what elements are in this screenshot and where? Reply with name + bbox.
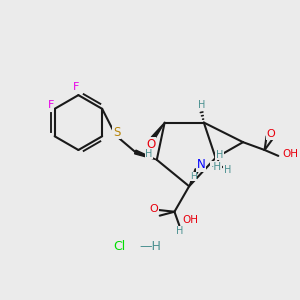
Text: OH: OH xyxy=(182,214,198,225)
Text: H: H xyxy=(176,226,183,236)
Text: H: H xyxy=(145,149,153,159)
Text: ·H: ·H xyxy=(211,162,222,172)
Polygon shape xyxy=(151,123,165,140)
Text: O: O xyxy=(149,204,158,214)
Text: N: N xyxy=(196,158,205,171)
Text: H: H xyxy=(198,100,206,110)
Polygon shape xyxy=(189,169,199,186)
Text: S: S xyxy=(113,126,120,139)
Text: Cl: Cl xyxy=(113,239,126,253)
Text: H: H xyxy=(224,165,231,175)
Text: F: F xyxy=(47,100,54,110)
Text: H: H xyxy=(216,150,223,160)
Text: O: O xyxy=(266,129,275,139)
Text: —H: —H xyxy=(139,239,161,253)
Text: OH: OH xyxy=(282,149,298,159)
Polygon shape xyxy=(135,150,157,160)
Text: F: F xyxy=(73,82,80,92)
Text: H: H xyxy=(190,172,196,181)
Text: O: O xyxy=(146,138,155,151)
